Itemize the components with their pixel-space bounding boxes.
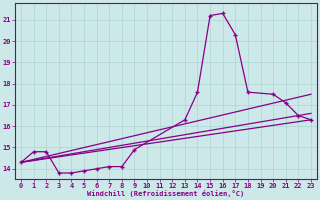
X-axis label: Windchill (Refroidissement éolien,°C): Windchill (Refroidissement éolien,°C) (87, 190, 244, 197)
